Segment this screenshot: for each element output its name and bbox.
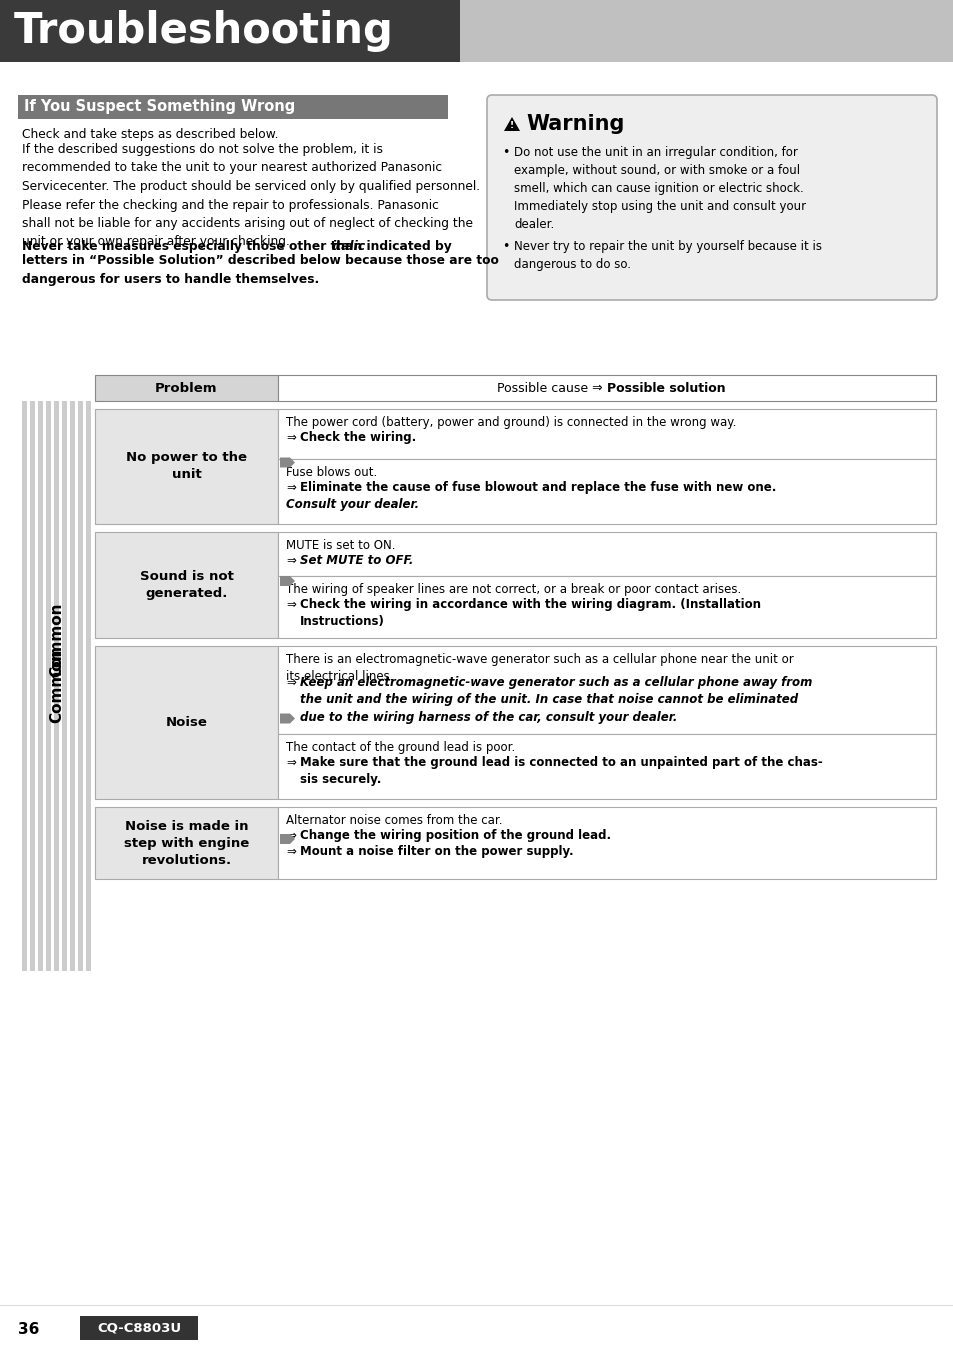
Text: Common: Common xyxy=(49,648,64,724)
Text: 36: 36 xyxy=(18,1322,39,1337)
Bar xyxy=(38,400,43,971)
Text: Fuse blows out.: Fuse blows out. xyxy=(286,466,376,479)
Bar xyxy=(62,400,67,879)
Text: ⇒: ⇒ xyxy=(286,481,295,493)
Text: The wiring of speaker lines are not correct, or a break or poor contact arises.: The wiring of speaker lines are not corr… xyxy=(286,582,740,596)
Bar xyxy=(78,400,83,879)
Text: Possible solution: Possible solution xyxy=(606,381,725,395)
Text: Possible cause ⇒: Possible cause ⇒ xyxy=(497,381,606,395)
FancyBboxPatch shape xyxy=(486,94,936,301)
Text: Problem: Problem xyxy=(155,381,217,395)
Bar xyxy=(78,400,83,971)
Bar xyxy=(277,375,935,400)
Text: Do not use the unit in an irregular condition, for
example, without sound, or wi: Do not use the unit in an irregular cond… xyxy=(514,146,805,231)
Text: MUTE is set to ON.: MUTE is set to ON. xyxy=(286,539,395,551)
Text: •: • xyxy=(501,240,509,253)
Text: Change the wiring position of the ground lead.: Change the wiring position of the ground… xyxy=(299,829,611,842)
Bar xyxy=(22,400,27,879)
Bar xyxy=(80,1316,198,1340)
Text: Make sure that the ground lead is connected to an unpainted part of the chas-
si: Make sure that the ground lead is connec… xyxy=(299,756,821,786)
Bar xyxy=(277,807,935,879)
Text: The power cord (battery, power and ground) is connected in the wrong way.: The power cord (battery, power and groun… xyxy=(286,417,736,429)
Polygon shape xyxy=(503,117,519,131)
Bar xyxy=(95,807,277,879)
Text: ⇒: ⇒ xyxy=(286,756,295,768)
Bar xyxy=(95,532,277,638)
Text: CQ-C8803U: CQ-C8803U xyxy=(97,1321,181,1335)
Bar xyxy=(86,400,91,879)
Bar xyxy=(95,408,277,524)
Polygon shape xyxy=(280,713,294,724)
Text: If You Suspect Something Wrong: If You Suspect Something Wrong xyxy=(24,100,294,115)
Text: ⇒: ⇒ xyxy=(286,829,295,842)
Text: ⇒: ⇒ xyxy=(286,675,295,689)
Bar xyxy=(86,400,91,971)
Bar xyxy=(277,532,935,576)
Polygon shape xyxy=(280,457,294,468)
Polygon shape xyxy=(280,834,294,844)
Text: Common: Common xyxy=(49,603,64,677)
Bar xyxy=(95,375,277,400)
Text: Consult your dealer.: Consult your dealer. xyxy=(286,497,418,511)
Bar xyxy=(277,460,935,524)
Bar xyxy=(30,400,35,971)
Text: Eliminate the cause of fuse blowout and replace the fuse with new one.: Eliminate the cause of fuse blowout and … xyxy=(299,481,776,493)
Text: Mount a noise filter on the power supply.: Mount a noise filter on the power supply… xyxy=(299,845,573,857)
Bar xyxy=(22,400,27,971)
Text: Troubleshooting: Troubleshooting xyxy=(14,9,394,53)
Bar xyxy=(38,400,43,879)
Text: There is an electromagnetic-wave generator such as a cellular phone near the uni: There is an electromagnetic-wave generat… xyxy=(286,652,793,683)
Text: Sound is not
generated.: Sound is not generated. xyxy=(139,570,233,600)
Text: The contact of the ground lead is poor.: The contact of the ground lead is poor. xyxy=(286,741,515,754)
Text: Check and take steps as described below.: Check and take steps as described below. xyxy=(22,128,278,142)
Bar xyxy=(70,400,75,879)
Bar xyxy=(18,94,448,119)
Bar xyxy=(62,400,67,971)
Text: •: • xyxy=(501,146,509,159)
Text: !: ! xyxy=(510,120,514,129)
Bar xyxy=(70,400,75,971)
Text: Check the wiring.: Check the wiring. xyxy=(299,431,416,443)
Text: Noise: Noise xyxy=(166,716,207,729)
Text: Alternator noise comes from the car.: Alternator noise comes from the car. xyxy=(286,814,502,828)
Text: ⇒: ⇒ xyxy=(286,431,295,443)
Text: Never take measures especially those other than indicated by: Never take measures especially those oth… xyxy=(22,240,456,253)
Text: letters in “Possible Solution” described below because those are too
dangerous f: letters in “Possible Solution” described… xyxy=(22,253,498,286)
Text: No power to the
unit: No power to the unit xyxy=(126,452,247,481)
Bar xyxy=(277,735,935,799)
Bar xyxy=(0,0,459,62)
Text: Noise is made in
step with engine
revolutions.: Noise is made in step with engine revolu… xyxy=(124,820,249,867)
Text: italic: italic xyxy=(332,240,366,253)
Bar xyxy=(30,400,35,879)
Text: ⇒: ⇒ xyxy=(286,845,295,857)
Bar xyxy=(95,646,277,799)
Polygon shape xyxy=(280,576,294,586)
Bar xyxy=(54,400,59,879)
Text: Warning: Warning xyxy=(525,115,623,133)
Text: Never try to repair the unit by yourself because it is
dangerous to do so.: Never try to repair the unit by yourself… xyxy=(514,240,821,271)
Bar xyxy=(46,400,51,971)
Text: Check the wiring in accordance with the wiring diagram. (Installation
Instructio: Check the wiring in accordance with the … xyxy=(299,599,760,628)
Bar xyxy=(277,646,935,735)
Text: Set MUTE to OFF.: Set MUTE to OFF. xyxy=(299,554,413,568)
Bar xyxy=(277,576,935,638)
Text: Keep an electromagnetic-wave generator such as a cellular phone away from
the un: Keep an electromagnetic-wave generator s… xyxy=(299,675,812,724)
Text: ⇒: ⇒ xyxy=(286,599,295,611)
Text: If the described suggestions do not solve the problem, it is
recommended to take: If the described suggestions do not solv… xyxy=(22,143,479,248)
Bar xyxy=(54,400,59,971)
Bar xyxy=(277,408,935,460)
Bar xyxy=(0,0,953,62)
Bar xyxy=(46,400,51,879)
Text: ⇒: ⇒ xyxy=(286,554,295,568)
